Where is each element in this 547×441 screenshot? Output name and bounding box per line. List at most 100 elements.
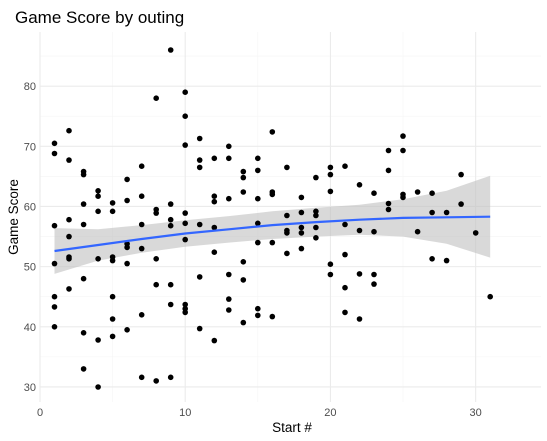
x-tick-label: 0: [37, 407, 43, 419]
data-point: [429, 209, 435, 216]
data-point: [182, 301, 188, 308]
x-axis-title: Start #: [272, 420, 312, 435]
data-point: [153, 378, 159, 384]
data-point: [109, 293, 116, 300]
data-point: [414, 228, 421, 235]
data-point: [51, 140, 58, 147]
data-point: [327, 261, 334, 268]
data-point: [109, 316, 116, 322]
data-point: [196, 164, 203, 171]
data-point: [80, 171, 87, 178]
data-point: [167, 216, 174, 223]
data-point: [269, 191, 276, 198]
data-point: [80, 366, 87, 372]
data-point: [226, 271, 232, 278]
data-point: [254, 167, 261, 174]
y-tick-label: 30: [24, 382, 36, 394]
data-point: [167, 301, 174, 308]
x-tick-label: 20: [324, 407, 336, 419]
data-point: [226, 296, 232, 302]
data-point: [138, 245, 145, 252]
data-point: [182, 220, 188, 227]
data-point: [414, 189, 421, 195]
data-point: [51, 293, 58, 300]
data-point: [182, 210, 188, 216]
data-point: [95, 193, 101, 199]
data-point: [342, 163, 348, 169]
data-point: [371, 228, 377, 235]
data-point: [429, 255, 435, 262]
data-point: [66, 255, 72, 262]
data-point: [327, 164, 334, 171]
data-point: [109, 208, 116, 215]
data-point: [342, 284, 348, 291]
data-point: [66, 157, 72, 163]
data-point: [385, 206, 392, 213]
data-point: [167, 47, 174, 53]
data-point: [284, 164, 290, 171]
x-tick-label: 10: [179, 407, 191, 419]
data-point: [458, 201, 464, 207]
scatter-points: [51, 47, 494, 390]
data-point: [211, 193, 218, 199]
data-point: [51, 222, 58, 229]
data-point: [313, 212, 319, 219]
data-point: [80, 330, 87, 336]
data-point: [66, 233, 72, 240]
data-point: [443, 257, 450, 264]
data-point: [66, 216, 72, 223]
data-point: [80, 201, 87, 207]
data-point: [240, 259, 247, 265]
data-point: [313, 224, 319, 231]
data-point: [240, 168, 247, 175]
y-tick-label: 70: [24, 141, 36, 153]
y-tick-label: 40: [24, 322, 36, 334]
y-tick-label: 50: [24, 262, 36, 274]
y-tick-label: 60: [24, 201, 36, 213]
data-point: [138, 163, 145, 169]
data-point: [95, 188, 101, 194]
data-point: [472, 230, 479, 236]
data-point: [269, 239, 276, 246]
data-point: [371, 190, 377, 196]
data-point: [51, 324, 58, 330]
data-point: [182, 142, 188, 148]
data-point: [226, 307, 232, 313]
data-point: [211, 249, 218, 255]
data-point: [254, 305, 261, 312]
data-point: [487, 293, 494, 300]
data-point: [327, 171, 334, 178]
data-point: [211, 155, 218, 162]
data-point: [51, 260, 58, 267]
data-point: [254, 220, 261, 227]
data-point: [51, 304, 58, 310]
data-point: [458, 171, 464, 178]
data-point: [226, 155, 232, 162]
data-point: [269, 129, 276, 135]
data-point: [313, 235, 319, 241]
x-tick-label: 30: [470, 407, 482, 419]
data-point: [284, 250, 290, 257]
data-point: [342, 221, 348, 228]
data-point: [240, 277, 247, 283]
data-point: [400, 133, 406, 139]
data-point: [109, 333, 116, 340]
data-point: [400, 147, 406, 154]
data-point: [443, 209, 450, 216]
data-point: [95, 384, 101, 390]
data-point: [356, 271, 363, 277]
data-point: [226, 195, 232, 202]
data-point: [51, 150, 58, 157]
x-axis-tick-labels: 0 10 20 30: [37, 407, 482, 419]
data-point: [240, 319, 247, 326]
data-point: [153, 255, 159, 262]
data-point: [138, 374, 145, 381]
data-point: [182, 113, 188, 119]
data-point: [182, 89, 188, 95]
data-point: [167, 281, 174, 288]
data-point: [66, 286, 72, 292]
data-point: [167, 201, 174, 207]
data-point: [254, 239, 261, 246]
data-point: [124, 260, 130, 267]
